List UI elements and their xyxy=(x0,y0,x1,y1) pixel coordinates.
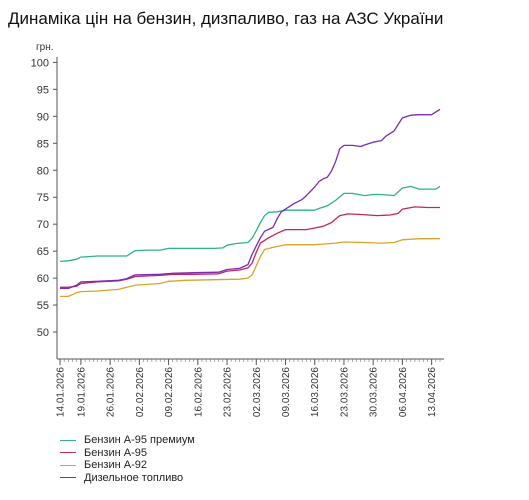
chart-legend: Бензин А-95 премиум Бензин А-95 Бензин А-9… xyxy=(60,434,195,484)
x-tick-label: 09.03.2026 xyxy=(281,367,292,417)
y-tick-label: 90 xyxy=(37,111,49,123)
legend-label: Дизельное топливо xyxy=(84,471,184,484)
legend-label: Бензин А-95 премиум xyxy=(84,434,195,446)
x-tick-label: 16.03.2026 xyxy=(310,367,321,417)
legend-swatch xyxy=(60,439,76,441)
legend-item: Бензин А-95 премиум xyxy=(60,434,195,447)
x-tick-label: 09.02.2026 xyxy=(164,367,175,417)
series-line-2 xyxy=(60,206,440,288)
legend-swatch xyxy=(60,464,76,466)
legend-item: Бензин А-92 xyxy=(60,459,195,472)
x-tick-label: 02.02.2026 xyxy=(135,367,146,417)
legend-item: Бензин А-95 xyxy=(60,447,195,460)
y-tick-label: 95 xyxy=(37,84,49,96)
y-tick-label: 55 xyxy=(37,300,49,312)
y-tick-label: 100 xyxy=(31,57,49,69)
legend-label: Бензин А-92 xyxy=(84,459,147,471)
x-tick-label: 13.04.2026 xyxy=(427,367,438,417)
y-tick-label: 85 xyxy=(37,138,49,150)
x-tick-label: 23.03.2026 xyxy=(339,367,350,417)
series-line-4 xyxy=(60,108,441,290)
legend-label: Бензин А-95 xyxy=(84,446,147,459)
series-line-3 xyxy=(60,238,440,298)
x-tick-label: 06.04.2026 xyxy=(398,367,409,417)
y-tick-label: 80 xyxy=(37,165,49,177)
y-tick-label: 50 xyxy=(37,327,49,339)
x-tick-label: 23.02.2026 xyxy=(223,367,234,417)
series-line-1 xyxy=(59,185,441,263)
legend-swatch xyxy=(60,477,76,479)
y-axis-unit-label: грн. xyxy=(36,42,54,53)
y-tick-label: 75 xyxy=(37,192,49,204)
x-tick-label: 19.01.2026 xyxy=(76,367,87,417)
legend-item: Дизельное топливо xyxy=(60,472,195,485)
legend-swatch xyxy=(60,452,76,454)
x-tick-label: 30.03.2026 xyxy=(369,367,380,417)
x-tick-label: 26.01.2026 xyxy=(106,367,117,417)
y-tick-label: 65 xyxy=(37,246,49,258)
y-tick-label: 60 xyxy=(37,273,49,285)
y-tick-label: 70 xyxy=(37,219,49,231)
chart-title: Динаміка цін на бензин, дизпаливо, газ н… xyxy=(8,9,444,28)
x-tick-label: 16.02.2026 xyxy=(193,367,204,417)
x-tick-label: 02.03.2026 xyxy=(252,367,263,417)
x-tick-label: 14.01.2026 xyxy=(56,367,67,417)
